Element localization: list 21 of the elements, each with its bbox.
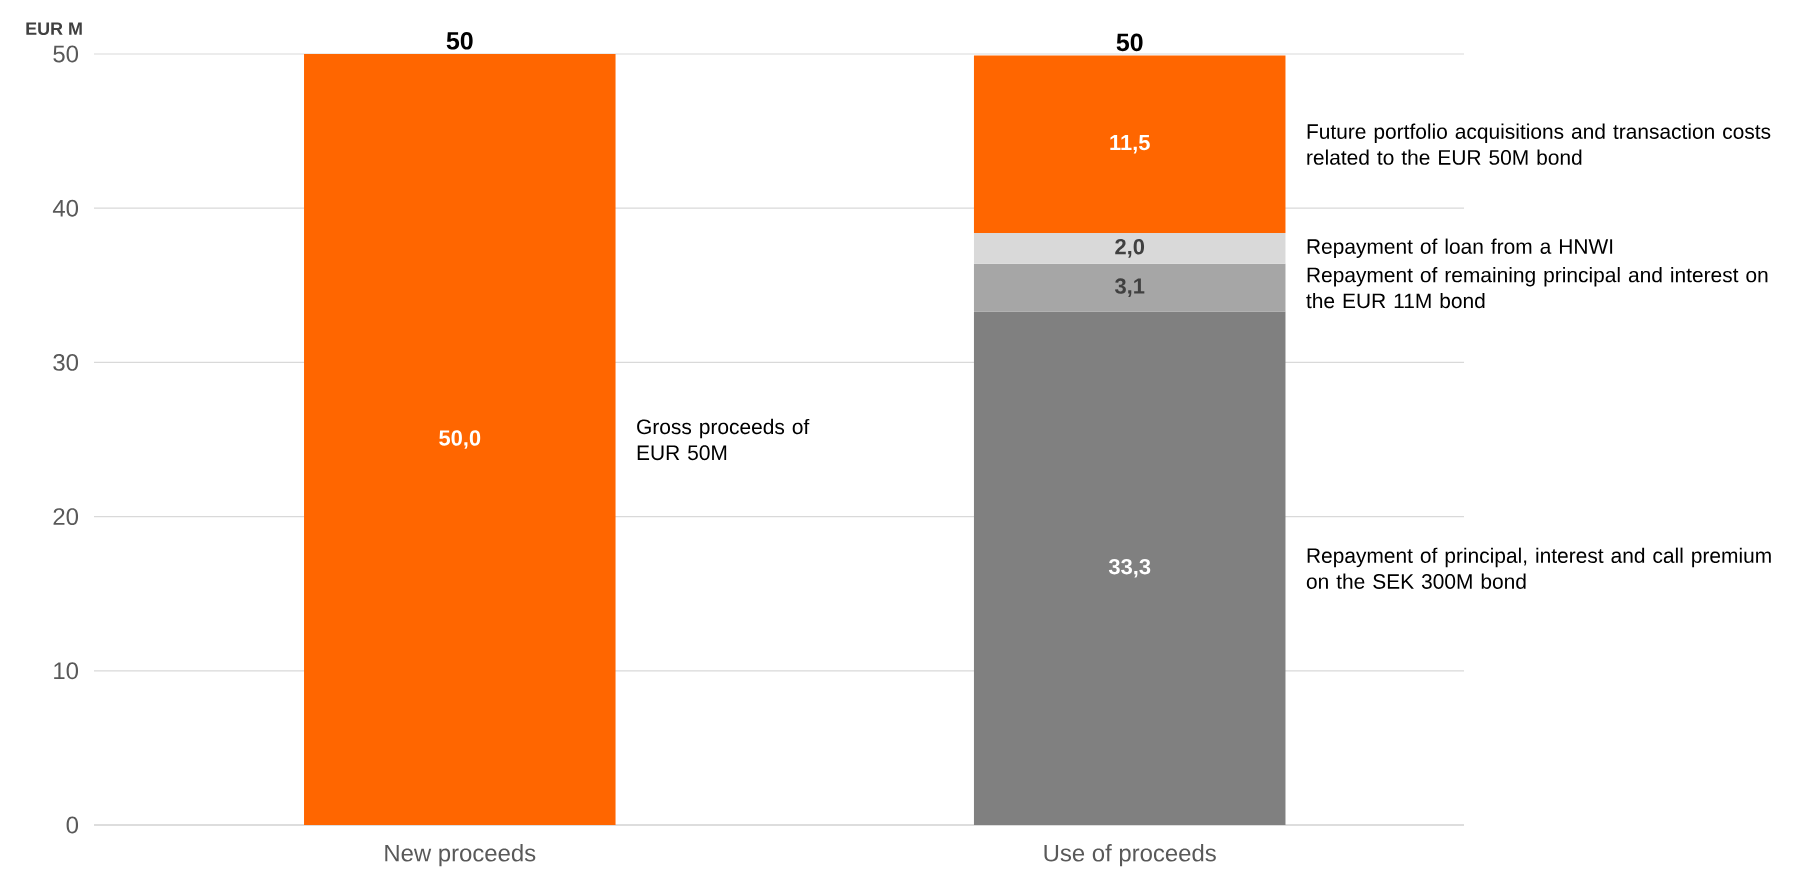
x-tick-label: Use of proceeds [1044,844,1216,867]
data-label: 11,5 [1110,134,1150,154]
series-label: Repayment of loan from a HNWI [1307,238,1613,259]
total-label: 50 [1116,33,1143,52]
y-axis-title: EUR M [26,22,82,35]
data-label: 33,3 [1108,558,1151,578]
y-tick-label: 50 [53,45,79,63]
y-tick-label: 10 [54,662,79,680]
y-tick-label: 40 [52,199,79,217]
series-label: Future portfolio acquisitions and transaction costs related to the EUR 50M bond [1307,123,1771,165]
data-label: 50,0 [439,430,481,449]
y-tick-label: 30 [53,353,79,371]
y-tick-label: 0 [66,816,79,834]
series-label: Gross proceeds of EUR 50M [637,418,810,461]
total-label: 50 [446,32,473,50]
data-label: 2,0 [1115,238,1145,258]
y-tick-label: 20 [53,508,79,526]
series-label: Repayment of remaining principal and interest on the EUR 11M bond [1306,266,1768,309]
x-tick-label: New proceeds [385,844,536,867]
series-label: Repayment of principal, interest and call premium on the SEK 300M bond [1306,547,1771,589]
data-label: 3,1 [1114,278,1145,297]
